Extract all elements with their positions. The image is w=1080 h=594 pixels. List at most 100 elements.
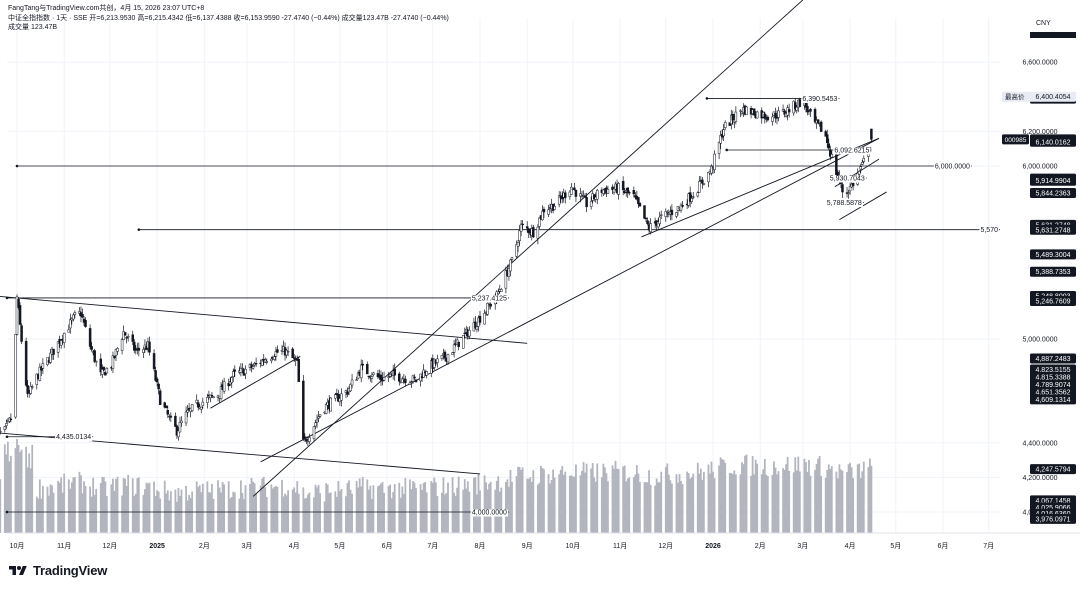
volume-bar (570, 475, 573, 533)
symbol-ohlc-legend[interactable]: 中证全指指数 · 1天 · SSE 开=6,213.9530 高=6,215.4… (8, 15, 449, 22)
candle (387, 372, 390, 383)
candle-body (38, 366, 42, 381)
volume-bar (441, 492, 443, 533)
volume-bar (244, 485, 247, 533)
candle (123, 332, 127, 336)
volume-bar (125, 485, 128, 533)
level-label-bg (55, 434, 93, 442)
volume-bar (815, 464, 818, 533)
candle (688, 186, 692, 208)
volume-bar (306, 494, 309, 533)
volume-bar (792, 472, 795, 533)
volume-bar (282, 496, 285, 533)
candle-body (69, 319, 72, 329)
volume-bar (803, 458, 806, 533)
volume-bar (818, 455, 821, 533)
candle-body (178, 422, 182, 433)
candle-body (626, 187, 629, 194)
candle-body (370, 376, 374, 379)
candle (774, 107, 777, 123)
candle (583, 192, 587, 198)
level-label: 6,000.0000 (935, 164, 970, 171)
candle (201, 397, 205, 409)
candle (627, 190, 631, 196)
volume-bar (115, 478, 117, 533)
candle-body (752, 108, 756, 116)
candle (9, 413, 13, 423)
level-labels-layer: 6,390.5453 6,092.6215 6,000.0000 5,930.7043… (55, 95, 1000, 517)
candle-body (180, 420, 183, 423)
candle-body (314, 422, 317, 427)
volume-bar (783, 469, 786, 533)
volume-bar (325, 483, 328, 533)
candle (0, 426, 2, 435)
volume-bar (41, 486, 44, 533)
candle-body (835, 152, 838, 175)
volume-bar (681, 484, 684, 533)
candle-body (848, 185, 852, 192)
volume-bar (168, 500, 171, 533)
volume-bar (281, 479, 283, 533)
candle-body (688, 192, 692, 202)
candle (717, 141, 721, 160)
volume-legend[interactable]: 成交量 123.47B (8, 24, 58, 31)
volume-bar (777, 471, 780, 533)
time-tick-label: 2026 (705, 543, 721, 550)
volume-bar (241, 493, 244, 533)
candle-body (14, 334, 17, 418)
volume-bar (399, 497, 402, 533)
candle-body (436, 358, 439, 363)
candle (90, 341, 93, 352)
candle (798, 97, 802, 107)
candle (355, 376, 358, 381)
candle-body (126, 336, 130, 338)
candle-body (510, 257, 514, 260)
candle-body (681, 205, 684, 207)
candle (5, 419, 8, 430)
time-tick-label: 2月 (199, 542, 210, 550)
candle (819, 120, 823, 132)
volume-bar (195, 481, 198, 533)
candle-body (206, 397, 209, 403)
volume-bar (581, 470, 583, 533)
currency-label[interactable]: CNY (1036, 20, 1051, 27)
volume-bar (296, 481, 299, 533)
volume-bar (31, 444, 34, 533)
candle (755, 110, 759, 119)
volume-bar (488, 483, 491, 533)
candle (177, 426, 180, 441)
candle-body (861, 162, 864, 165)
time-tick-label: 11月 (57, 542, 71, 550)
volume-bar (457, 476, 460, 533)
candle-body (201, 401, 205, 406)
volume-bar (185, 485, 187, 533)
candle-body (52, 348, 55, 355)
candle-body (346, 391, 349, 395)
candle (541, 205, 544, 221)
volume-bar (678, 474, 681, 533)
candle (335, 388, 339, 396)
volume-bar (646, 482, 649, 533)
price-tag-bg (1030, 187, 1076, 198)
candle-body (809, 108, 812, 112)
brand[interactable]: TradingView (8, 563, 107, 578)
time-tick-label: 6月 (938, 542, 949, 550)
candle-body (303, 436, 307, 439)
candle-body (560, 196, 564, 200)
volume-bar (409, 479, 411, 533)
volume-bar (52, 492, 55, 533)
candle (142, 347, 145, 358)
candle-body (509, 259, 512, 272)
candle-body (101, 368, 104, 375)
volume-bar (814, 469, 816, 533)
candle-body (612, 188, 616, 193)
volume-bar (466, 481, 469, 533)
candle-body (276, 349, 279, 353)
volume-bar (571, 476, 574, 533)
volume-bar (868, 458, 871, 533)
volume-bar (540, 465, 542, 533)
candle-body (690, 198, 693, 202)
candle (557, 191, 561, 208)
